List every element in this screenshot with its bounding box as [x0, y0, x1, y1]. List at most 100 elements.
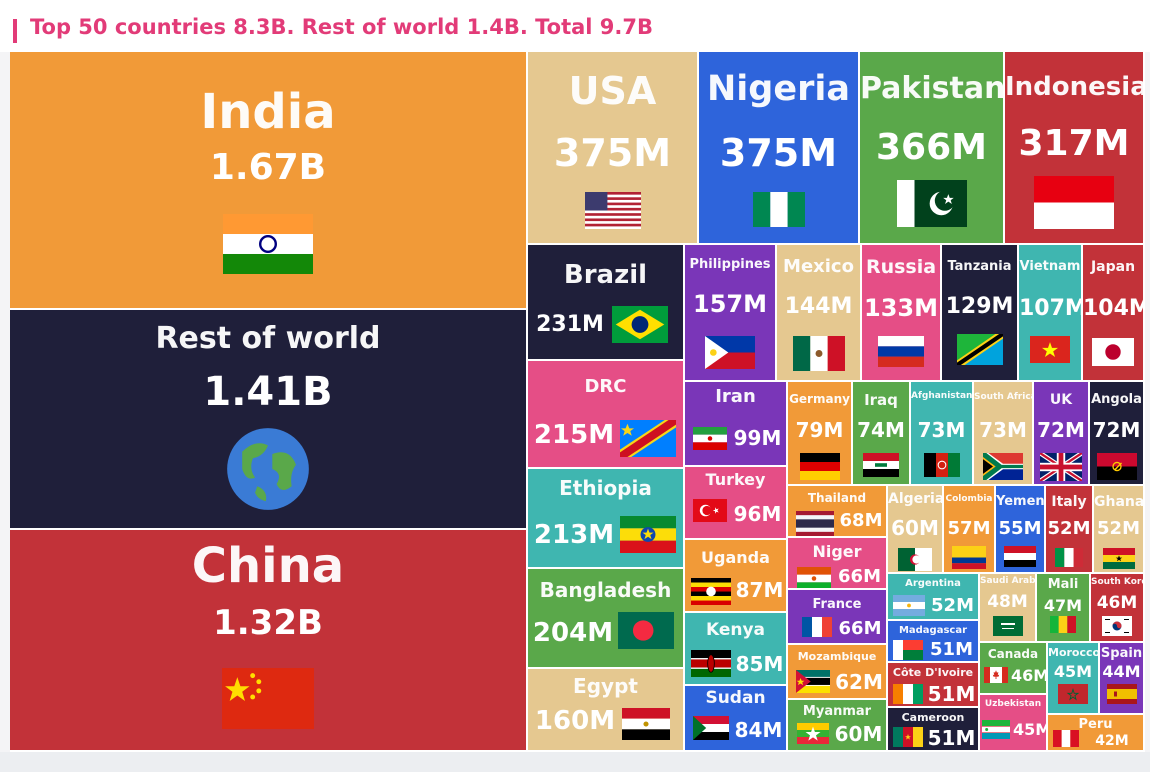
tile-value-turkey: 96M [733, 502, 782, 526]
flag-france-icon [802, 617, 832, 637]
tile-name-spain: Spain [1100, 646, 1143, 661]
tile-mozambique: Mozambique 62M [788, 645, 888, 700]
flag-brazil-icon [612, 306, 668, 343]
tile-south-korea: South Korea 46M [1091, 574, 1145, 643]
tile-colombia: Colombia 57M [944, 486, 996, 574]
tile-value-india: 1.67B [209, 147, 327, 188]
flag-italy-icon [1055, 548, 1083, 567]
tile-madagascar: Madagascar 51M [888, 621, 980, 663]
tile-thailand: Thailand 68M [788, 486, 888, 538]
tile-value-sudan: 84M [734, 718, 783, 742]
title-bar: Top 50 countries 8.3B. Rest of world 1.4… [0, 0, 1150, 52]
flag-madagascar-icon [893, 640, 923, 660]
tile-value-france: 66M [838, 618, 882, 639]
tile-value-mozambique: 62M [835, 670, 883, 694]
tile-name-vietnam: Vietnam [1019, 259, 1081, 274]
tile-name-algeria: Algeria [888, 491, 944, 507]
tile-germany: Germany 79M [788, 382, 853, 486]
flag-philippines-icon [705, 336, 755, 369]
tile-uk: UK 72M [1034, 382, 1090, 486]
tile-value-uganda: 87M [735, 578, 784, 602]
tile-value-uk: 72M [1037, 418, 1085, 442]
flag-egypt-icon [622, 708, 670, 740]
tile-name-iraq: Iraq [864, 391, 898, 409]
tile-vietnam: Vietnam 107M [1019, 245, 1083, 382]
flag-angola-icon [1097, 453, 1137, 480]
tile-name-brazil: Brazil [563, 260, 648, 290]
flag-south-korea-icon [1102, 616, 1132, 636]
tile-rest-of-world: Rest of world 1.41B [10, 310, 528, 530]
flag-uganda-icon [691, 578, 731, 606]
tile-value-italy: 52M [1047, 518, 1091, 539]
tile-value-madagascar: 51M [930, 639, 973, 660]
tile-value-brazil: 231M [536, 312, 604, 337]
flag-bangladesh-icon [618, 612, 674, 649]
flag-india-icon [223, 214, 313, 274]
tile-name-ghana: Ghana [1094, 494, 1145, 510]
tile-nigeria: Nigeria 375M [699, 52, 860, 245]
tile-peru: Peru 42M [1048, 715, 1145, 752]
tile-saudi-arabia: Saudi Arabia 48M [980, 574, 1037, 643]
tile-russia: Russia 133M [862, 245, 942, 382]
flag-peru-icon [1053, 730, 1079, 747]
tile-value-colombia: 57M [947, 518, 991, 539]
tile-name-yemen: Yemen [996, 494, 1045, 509]
tile-name-germany: Germany [789, 392, 850, 406]
tile-france: France 66M [788, 590, 888, 645]
tile-value-ethiopia: 213M [533, 520, 615, 550]
tile-usa: USA 375M [528, 52, 699, 245]
tile-indonesia: Indonesia 317M [1005, 52, 1145, 245]
flag-ethiopia-icon [620, 516, 676, 553]
tile-south-africa: South Africa 73M [974, 382, 1034, 486]
tile-value-iraq: 74M [857, 418, 905, 442]
tile-value-algeria: 60M [891, 516, 939, 540]
tile-name-usa: USA [568, 69, 657, 113]
flag-iran-icon [693, 427, 727, 450]
flag-myanmar-icon [797, 723, 829, 744]
flag-germany-icon [800, 453, 840, 480]
tile-name-peru: Peru [1078, 717, 1113, 732]
tile-name-tanzania: Tanzania [947, 259, 1012, 274]
flag-iraq-icon [863, 453, 899, 477]
tile-value-mexico: 144M [784, 294, 853, 319]
tile-name-egypt: Egypt [573, 674, 638, 698]
title-accent-bar [13, 19, 17, 43]
tile-argentina: Argentina 52M [888, 574, 980, 621]
tile-name-saudi-arabia: Saudi Arabia [980, 576, 1036, 586]
flag-mexico-icon [793, 336, 845, 371]
tile-ghana: Ghana 52M [1094, 486, 1145, 574]
tile-name-drc: DRC [584, 376, 627, 397]
flag-kenya-icon [691, 650, 731, 677]
tile-yemen: Yemen 55M [996, 486, 1046, 574]
tile-name-niger: Niger [812, 542, 862, 561]
tile-name-philippines: Philippines [689, 257, 771, 272]
tile-value-argentina: 52M [931, 595, 974, 616]
tile-name-colombia: Colombia [945, 494, 993, 504]
tile-name-uzbekistan: Uzbekistan [984, 699, 1042, 709]
tile-value-yemen: 55M [998, 518, 1042, 539]
tile-egypt: Egypt 160M [528, 669, 685, 752]
flag-spain-icon [1107, 684, 1137, 704]
tile-name-cote-d-ivoire: Côte D'Ivoire [892, 666, 974, 679]
chart-title: Top 50 countries 8.3B. Rest of world 1.4… [30, 15, 654, 39]
tile-angola: Angola 72M [1090, 382, 1145, 486]
tile-value-russia: 133M [864, 294, 938, 322]
flag-saudi-arabia-icon [993, 616, 1023, 636]
tile-name-morocco: Morocco [1048, 646, 1100, 659]
tile-name-myanmar: Myanmar [802, 704, 872, 719]
tile-name-kenya: Kenya [705, 620, 766, 640]
tile-value-kenya: 85M [735, 652, 784, 676]
tile-value-spain: 44M [1102, 662, 1141, 681]
tile-canada: Canada 46M [980, 643, 1048, 695]
tile-name-pakistan: Pakistan [860, 71, 1005, 106]
tile-cote-d-ivoire: Côte D'Ivoire 51M [888, 663, 980, 708]
tile-value-saudi-arabia: 48M [987, 592, 1028, 612]
tile-name-mexico: Mexico [783, 256, 854, 277]
flag-canada-icon [984, 667, 1008, 683]
flag-vietnam-icon [1030, 336, 1070, 363]
flag-mali-icon [1050, 616, 1076, 633]
tile-value-south-korea: 46M [1096, 593, 1138, 613]
tile-value-tanzania: 129M [945, 294, 1014, 319]
tile-bangladesh: Bangladesh 204M [528, 569, 685, 669]
tile-pakistan: Pakistan 366M [860, 52, 1005, 245]
